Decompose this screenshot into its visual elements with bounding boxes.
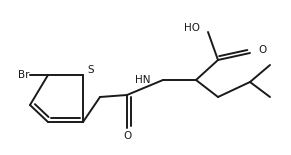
Text: HO: HO <box>184 23 200 33</box>
Text: S: S <box>87 65 94 75</box>
Text: O: O <box>123 131 131 141</box>
Text: Br: Br <box>18 70 29 80</box>
Text: O: O <box>258 45 266 55</box>
Text: HN: HN <box>135 75 150 85</box>
